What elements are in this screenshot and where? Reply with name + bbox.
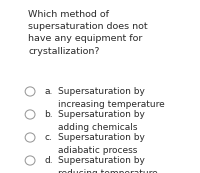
Text: b.: b. [44, 110, 53, 119]
Text: Supersaturation by
increasing temperature: Supersaturation by increasing temperatur… [58, 87, 165, 108]
Text: d.: d. [44, 156, 53, 165]
Text: Supersaturation by
adiabatic process: Supersaturation by adiabatic process [58, 133, 145, 154]
Text: Supersaturation by
reducing temperature: Supersaturation by reducing temperature [58, 156, 158, 173]
Text: Which method of
supersaturation does not
have any equipment for
crystallization?: Which method of supersaturation does not… [28, 10, 148, 56]
Text: a.: a. [44, 87, 53, 96]
Text: c.: c. [44, 133, 52, 142]
Text: Supersaturation by
adding chemicals: Supersaturation by adding chemicals [58, 110, 145, 131]
